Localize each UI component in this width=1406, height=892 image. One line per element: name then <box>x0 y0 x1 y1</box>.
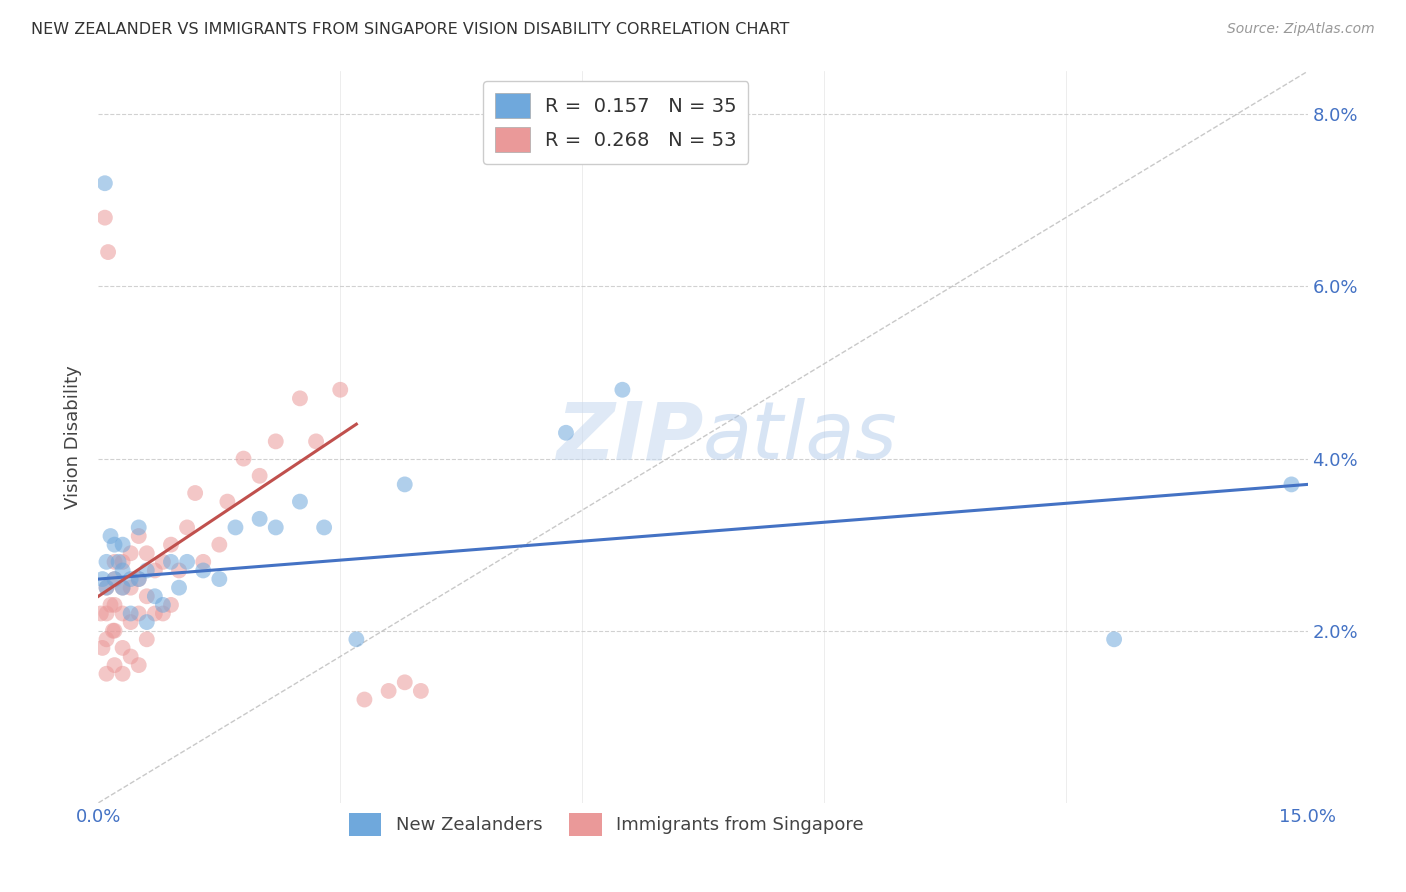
Point <box>103 624 125 638</box>
Point <box>143 564 166 578</box>
Point <box>96 607 118 621</box>
Text: ZIP: ZIP <box>555 398 703 476</box>
Point <box>135 589 157 603</box>
Point <box>128 607 150 621</box>
Point <box>329 383 352 397</box>
Point <box>96 581 118 595</box>
Point <box>176 555 198 569</box>
Point <box>96 666 118 681</box>
Point <box>100 529 122 543</box>
Point <box>208 572 231 586</box>
Text: atlas: atlas <box>703 398 898 476</box>
Point <box>120 615 142 629</box>
Point <box>305 434 328 449</box>
Point <box>377 684 399 698</box>
Point <box>160 598 183 612</box>
Point <box>555 425 578 440</box>
Point <box>91 640 114 655</box>
Point <box>128 520 150 534</box>
Point <box>224 520 246 534</box>
Point <box>107 555 129 569</box>
Point <box>612 383 634 397</box>
Point <box>111 564 134 578</box>
Point <box>128 572 150 586</box>
Point <box>111 538 134 552</box>
Point <box>143 589 166 603</box>
Point <box>90 607 112 621</box>
Point <box>193 555 215 569</box>
Point <box>103 572 125 586</box>
Point <box>184 486 207 500</box>
Point <box>91 572 114 586</box>
Point <box>152 598 174 612</box>
Point <box>96 632 118 647</box>
Point <box>264 434 287 449</box>
Point <box>152 607 174 621</box>
Point <box>394 675 416 690</box>
Point <box>314 520 336 534</box>
Text: NEW ZEALANDER VS IMMIGRANTS FROM SINGAPORE VISION DISABILITY CORRELATION CHART: NEW ZEALANDER VS IMMIGRANTS FROM SINGAPO… <box>31 22 789 37</box>
Point <box>344 632 367 647</box>
Point <box>167 564 190 578</box>
Point <box>111 581 134 595</box>
Point <box>394 477 416 491</box>
Point <box>101 624 124 638</box>
Point <box>135 615 157 629</box>
Text: Source: ZipAtlas.com: Source: ZipAtlas.com <box>1227 22 1375 37</box>
Point <box>232 451 254 466</box>
Point <box>94 176 117 190</box>
Point <box>409 684 432 698</box>
Point <box>103 598 125 612</box>
Point <box>176 520 198 534</box>
Point <box>1281 477 1303 491</box>
Point <box>288 392 311 406</box>
Point <box>143 607 166 621</box>
Y-axis label: Vision Disability: Vision Disability <box>65 365 83 509</box>
Point <box>1102 632 1125 647</box>
Point <box>128 658 150 673</box>
Point <box>217 494 239 508</box>
Point <box>103 555 125 569</box>
Point <box>97 245 120 260</box>
Point <box>264 520 287 534</box>
Point <box>288 494 311 508</box>
Point <box>193 564 215 578</box>
Point <box>128 529 150 543</box>
Point <box>100 598 122 612</box>
Point <box>111 607 134 621</box>
Point <box>249 468 271 483</box>
Point <box>120 572 142 586</box>
Point <box>111 640 134 655</box>
Point <box>135 564 157 578</box>
Point <box>120 607 142 621</box>
Point <box>160 555 183 569</box>
Point <box>111 666 134 681</box>
Point <box>208 538 231 552</box>
Point <box>135 632 157 647</box>
Point <box>120 546 142 560</box>
Point <box>167 581 190 595</box>
Point <box>152 555 174 569</box>
Point <box>160 538 183 552</box>
Point <box>120 581 142 595</box>
Point <box>111 555 134 569</box>
Point <box>96 555 118 569</box>
Point <box>249 512 271 526</box>
Point <box>135 546 157 560</box>
Legend: New Zealanders, Immigrants from Singapore: New Zealanders, Immigrants from Singapor… <box>340 804 873 845</box>
Point <box>111 581 134 595</box>
Point <box>94 211 117 225</box>
Point <box>103 658 125 673</box>
Point <box>128 572 150 586</box>
Point <box>103 572 125 586</box>
Point <box>120 649 142 664</box>
Point <box>103 538 125 552</box>
Point <box>96 581 118 595</box>
Point <box>353 692 375 706</box>
